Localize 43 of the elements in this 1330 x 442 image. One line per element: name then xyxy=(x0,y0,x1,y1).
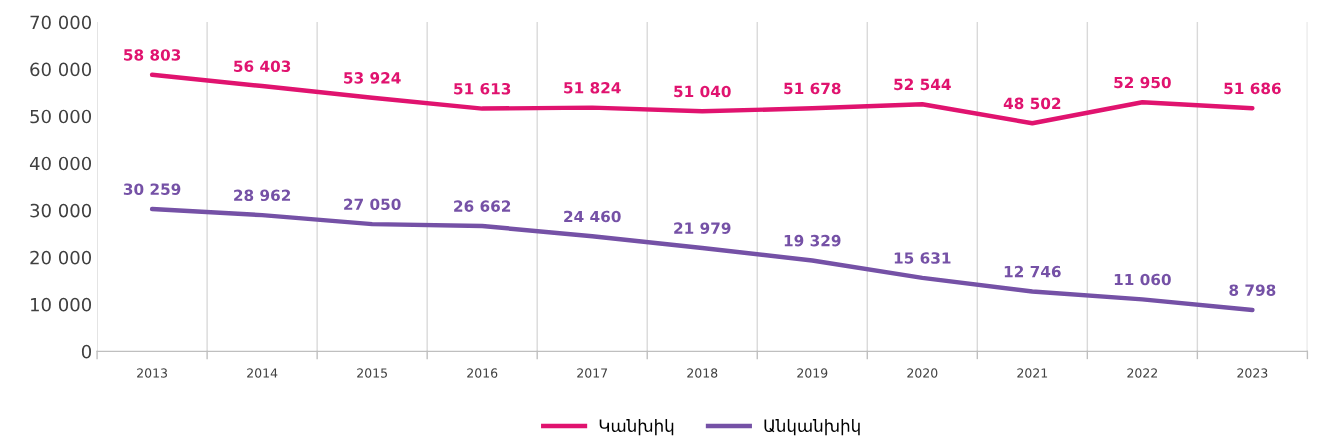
data-label: 15 631 xyxy=(894,252,951,264)
x-tick-label: 2013 xyxy=(137,368,168,378)
y-tick-label: 50 000 xyxy=(30,109,92,124)
data-label: 52 544 xyxy=(894,78,951,91)
y-tick-label: 20 000 xyxy=(30,250,92,265)
x-tick-label: 2020 xyxy=(907,368,938,378)
data-label: 26 662 xyxy=(454,200,511,212)
data-label: 56 403 xyxy=(234,60,291,72)
data-label: 48 502 xyxy=(1003,97,1061,110)
data-label: 8 798 xyxy=(1229,284,1276,296)
y-tick-label: 30 000 xyxy=(30,203,92,218)
legend-label: Կանխիկ xyxy=(599,419,674,436)
y-tick-label: 40 000 xyxy=(29,156,92,171)
data-label: 51 824 xyxy=(564,81,621,94)
y-tick-label: 10 000 xyxy=(31,297,92,312)
data-label: 51 686 xyxy=(1224,82,1281,95)
y-tick-label: 0 xyxy=(81,344,92,359)
x-tick-label: 2019 xyxy=(797,368,828,378)
data-label: 27 050 xyxy=(344,198,401,211)
y-tick-label: 70 000 xyxy=(30,15,92,30)
data-label: 51 040 xyxy=(674,85,731,98)
x-tick-label: 2018 xyxy=(687,368,718,378)
x-tick-label: 2021 xyxy=(1017,368,1048,378)
data-label: 24 460 xyxy=(564,210,621,223)
data-label: 58 803 xyxy=(124,49,181,61)
x-tick-label: 2015 xyxy=(357,368,387,378)
data-label: 51 613 xyxy=(454,82,511,95)
data-label: 51 678 xyxy=(784,82,841,95)
y-tick-label: 60 000 xyxy=(30,62,92,77)
x-tick-label: 2016 xyxy=(467,368,498,378)
x-tick-label: 2022 xyxy=(1127,368,1157,378)
data-label: 53 924 xyxy=(344,72,401,84)
x-tick-label: 2017 xyxy=(577,368,608,378)
legend-label: Անկանխիկ xyxy=(764,419,860,436)
data-label: 21 979 xyxy=(674,222,731,234)
data-label: 12 746 xyxy=(1004,265,1061,278)
data-label: 28 962 xyxy=(234,189,291,202)
x-tick-label: 2014 xyxy=(247,368,278,378)
data-label: 30 259 xyxy=(123,183,181,195)
data-label: 11 060 xyxy=(1114,273,1171,286)
x-tick-label: 2023 xyxy=(1237,368,1268,378)
data-label: 52 950 xyxy=(1114,76,1171,89)
data-label: 19 329 xyxy=(784,234,841,247)
